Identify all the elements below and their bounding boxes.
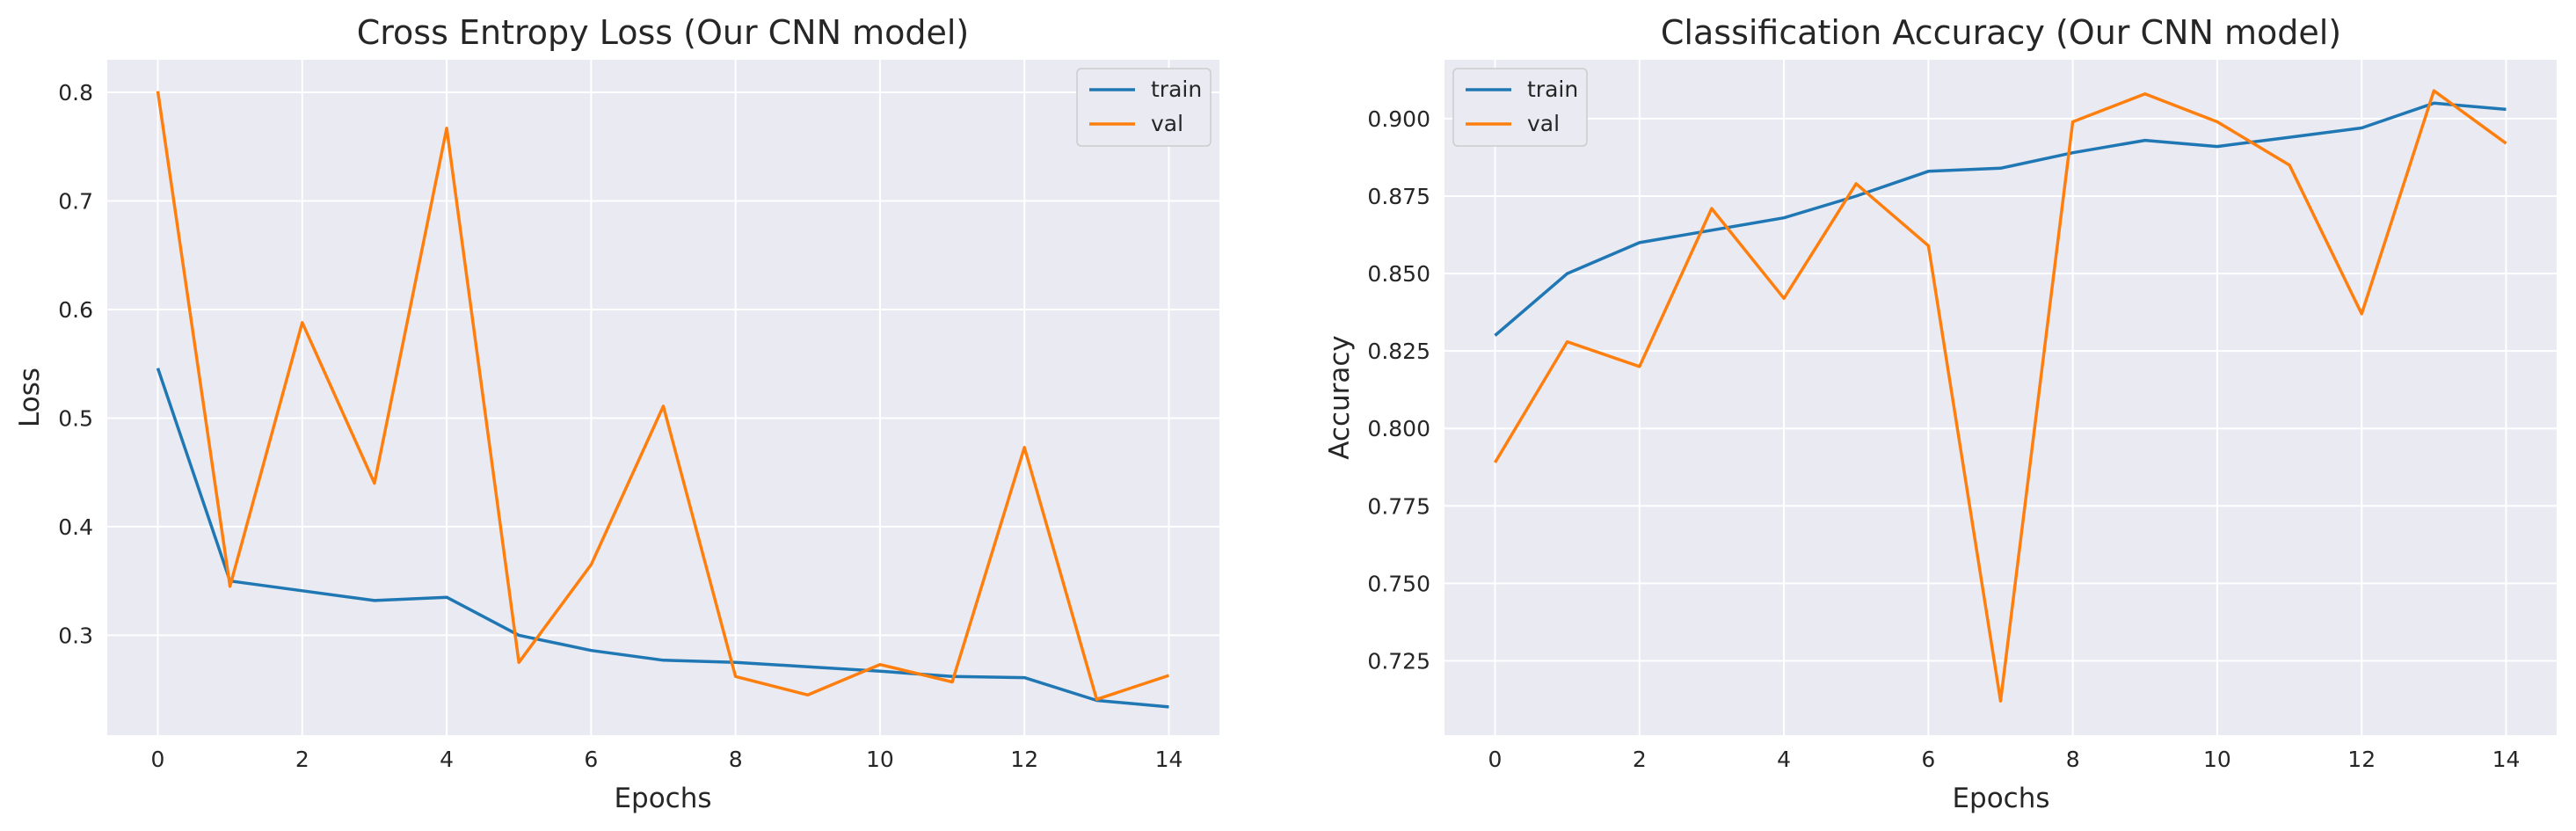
y-tick-label: 0.7: [58, 189, 93, 215]
loss-chart: 0 2 4 6 8 10 12 14 0.3 0.4 0.5 0.6 0.7 0.8 Cross Entr…: [14, 13, 1219, 814]
loss-gridlines: [107, 60, 1219, 735]
accuracy-y-axis-label: Accuracy: [1324, 335, 1356, 460]
x-tick-label: 2: [295, 747, 309, 772]
x-tick-label: 8: [729, 747, 743, 772]
loss-legend: train val: [1076, 68, 1212, 147]
x-tick-label: 4: [440, 747, 454, 772]
y-tick-label: 0.6: [58, 297, 93, 323]
y-tick-label: 0.875: [1367, 184, 1430, 209]
y-tick-label: 0.750: [1367, 571, 1430, 596]
accuracy-gridlines: [1444, 60, 2557, 735]
series-line-val: [1493, 89, 2507, 703]
series-line-train: [156, 368, 1169, 709]
x-tick-label: 6: [1921, 747, 1935, 772]
x-tick-label: 12: [2347, 747, 2376, 772]
accuracy-chart-title: Classification Accuracy (Our CNN model): [1661, 13, 2341, 52]
y-tick-label: 0.850: [1367, 261, 1430, 287]
loss-x-axis-label: Epochs: [614, 783, 711, 814]
y-tick-label: 0.3: [58, 623, 93, 648]
x-tick-label: 12: [1010, 747, 1038, 772]
legend-box: [1076, 68, 1212, 147]
legend-box: [1452, 68, 1588, 147]
accuracy-x-axis-label: Epochs: [1952, 783, 2049, 814]
x-tick-label: 10: [866, 747, 894, 772]
y-tick-label: 0.8: [58, 80, 93, 106]
y-tick-label: 0.775: [1367, 493, 1430, 519]
legend-label-train: train: [1527, 77, 1578, 102]
legend-label-train: train: [1151, 77, 1202, 102]
series-line-val: [156, 91, 1170, 702]
x-tick-label: 4: [1777, 747, 1791, 772]
loss-series-lines: [156, 91, 1170, 709]
x-tick-label: 14: [2492, 747, 2521, 772]
y-tick-label: 0.800: [1367, 416, 1430, 441]
loss-chart-title: Cross Entropy Loss (Our CNN model): [357, 13, 970, 52]
x-tick-label: 10: [2203, 747, 2231, 772]
accuracy-chart: 0 2 4 6 8 10 12 14 0.725 0.750 0.775 0.800 0.825 0.85…: [1324, 13, 2557, 814]
loss-plot-area: [107, 60, 1219, 735]
x-tick-label: 0: [151, 747, 165, 772]
x-tick-label: 8: [2066, 747, 2080, 772]
x-tick-label: 6: [584, 747, 598, 772]
legend-label-val: val: [1527, 111, 1560, 136]
x-tick-label: 0: [1488, 747, 1503, 772]
x-tick-label: 14: [1155, 747, 1183, 772]
y-tick-label: 0.725: [1367, 648, 1430, 674]
y-tick-label: 0.900: [1367, 106, 1430, 132]
x-tick-label: 2: [1633, 747, 1647, 772]
accuracy-series-lines: [1493, 89, 2507, 703]
accuracy-tick-labels: 0 2 4 6 8 10 12 14 0.725 0.750 0.775 0.800 0.825 0.85…: [1367, 106, 2520, 772]
y-tick-label: 0.825: [1367, 339, 1430, 364]
y-tick-label: 0.5: [58, 405, 93, 431]
y-tick-label: 0.4: [58, 514, 93, 540]
accuracy-legend: train val: [1452, 68, 1588, 147]
series-line-train: [1494, 101, 2507, 337]
loss-tick-labels: 0 2 4 6 8 10 12 14 0.3 0.4 0.5 0.6 0.7 0.8: [58, 80, 1182, 772]
legend-label-val: val: [1151, 111, 1183, 136]
accuracy-plot-area: [1444, 60, 2557, 735]
loss-y-axis-label: Loss: [14, 368, 46, 427]
